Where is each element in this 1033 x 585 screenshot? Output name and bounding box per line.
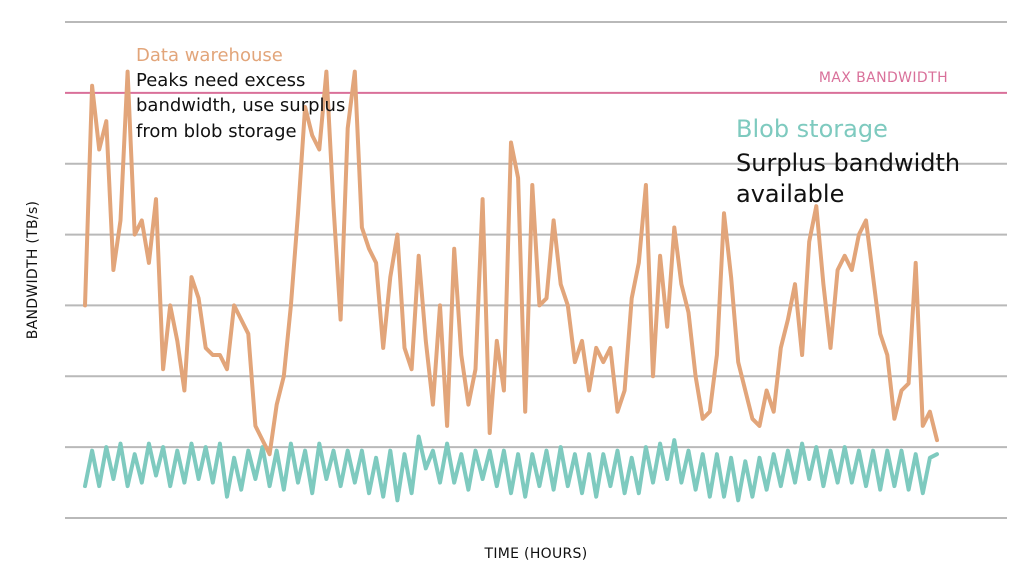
y-axis-label: BANDWIDTH (TB/s) — [25, 201, 41, 340]
max-bandwidth-label: MAX BANDWIDTH — [819, 70, 948, 86]
x-axis-label: TIME (HOURS) — [484, 546, 588, 562]
warehouse-annotation-line-1: Peaks need excess — [136, 70, 305, 91]
warehouse-annotation: Data warehouse Peaks need excess bandwid… — [136, 45, 345, 142]
blob-annotation-line-1: Surplus bandwidth — [736, 149, 960, 177]
warehouse-annotation-line-3: from blob storage — [136, 121, 297, 142]
blob-annotation: Blob storage Surplus bandwidth available — [736, 115, 960, 208]
series-line-blob-storage — [83, 434, 939, 503]
warehouse-annotation-title: Data warehouse — [136, 45, 283, 66]
blob-annotation-line-2: available — [736, 180, 844, 208]
series-line-data-warehouse — [83, 69, 939, 457]
blob-annotation-title: Blob storage — [736, 115, 888, 143]
warehouse-annotation-line-2: bandwidth, use surplus — [136, 95, 345, 116]
series-layer — [83, 69, 939, 503]
